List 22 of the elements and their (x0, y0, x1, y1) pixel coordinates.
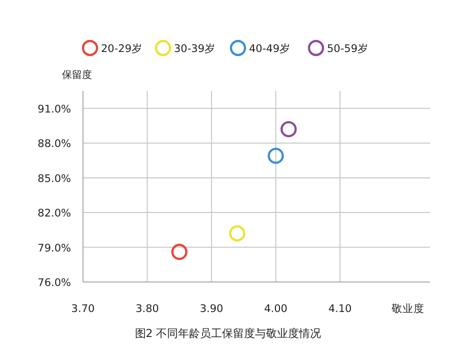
y-axis-title: 保留度 (62, 69, 92, 81)
point (268, 148, 284, 164)
y-tick-label: 85.0% (38, 172, 72, 185)
y-tick-label: 79.0% (38, 242, 72, 254)
x-tick-label: 3.90 (200, 303, 224, 315)
y-tick-label: 76.0% (38, 277, 72, 289)
point (171, 244, 188, 260)
legend-label: 50-59岁 (327, 43, 369, 55)
x-axis-title: 敬业度 (392, 302, 424, 315)
x-tick-label: 4.00 (264, 303, 288, 315)
y-tick-label: 88.0% (38, 138, 72, 150)
legend-label: 30-39岁 (174, 43, 216, 55)
caption: 图2 不同年龄员工保留度与敬业度情况 (134, 327, 322, 340)
point (229, 225, 246, 242)
y-tick-label: 91.0% (38, 103, 72, 116)
x-tick-label: 4.10 (328, 303, 352, 315)
y-tick-label: 82.0% (38, 208, 72, 220)
point (280, 121, 297, 138)
x-tick-label: 3.80 (136, 303, 159, 315)
legend-label: 20-29岁 (101, 43, 143, 55)
legend-label: 40-49岁 (249, 43, 291, 55)
x-tick-label: 3.70 (71, 303, 95, 315)
